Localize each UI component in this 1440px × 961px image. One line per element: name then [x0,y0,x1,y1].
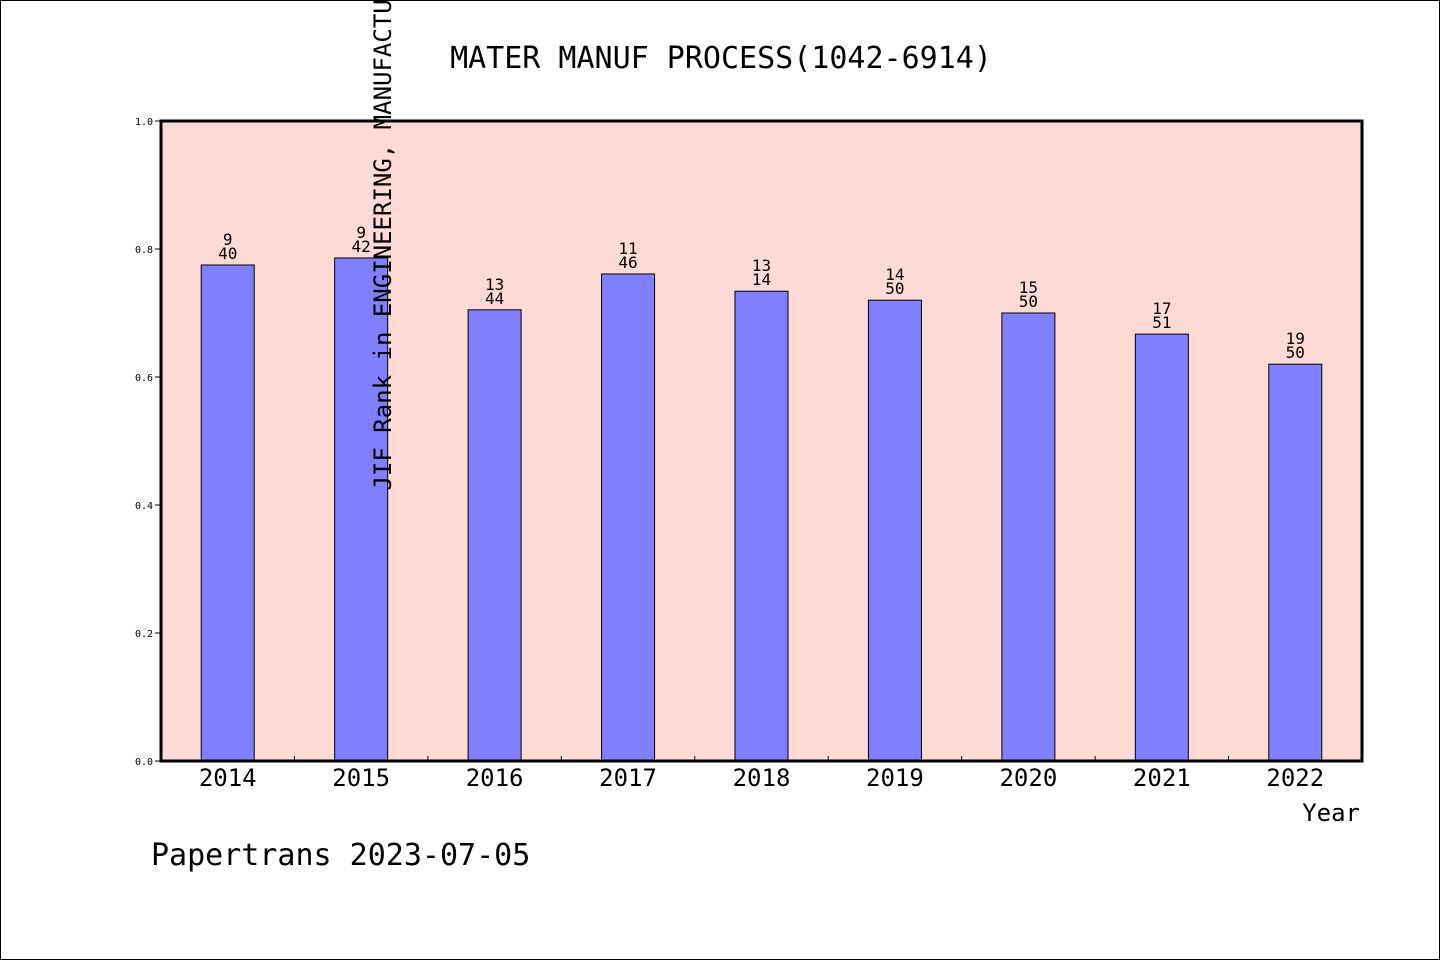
x-tick-label: 2014 [199,764,257,792]
bar-total-label: 50 [1019,292,1038,311]
bar-2019 [867,299,922,762]
x-axis-label: Year [1302,799,1360,827]
bar-rank-label: 19 [1286,329,1305,348]
y-tick-label: 0.4 [135,501,153,512]
bar-total-label: 40 [218,244,237,263]
bar-rank-label: 9 [356,223,366,242]
y-tick-label: 0.0 [135,757,153,768]
bar-rank-label: 14 [885,265,904,284]
chart-title: MATER MANUF PROCESS(1042-6914) [450,41,992,76]
y-axis: 0.0 0.2 0.4 0.6 0.8 1.0 [135,117,161,768]
bar-rank-label: 13 [752,256,771,275]
plot-border [159,119,1364,763]
bar-2017 [601,273,656,762]
bar-2022 [1268,363,1323,762]
x-tick-label: 2017 [599,764,657,792]
x-tick-label: 2018 [733,764,791,792]
x-tick-label: 2022 [1266,764,1324,792]
bar-2021 [1134,333,1189,762]
bar-2018 [734,290,789,762]
bar-rank-label: 17 [1152,299,1171,318]
y-axis-label: JIF Rank in ENGINEERING, MANUFACTURING [369,1,397,491]
bar-rank-label: 11 [618,239,637,258]
bar-2015 [334,257,389,762]
x-tick-label: 2015 [332,764,390,792]
bar-total-label: 46 [618,253,637,272]
bar-total-label: 44 [485,289,504,308]
footer-text: Papertrans 2023-07-05 [151,838,530,873]
x-tick-label: 2021 [1133,764,1191,792]
bar-rank-label: 9 [223,230,233,249]
bar-total-label: 51 [1152,313,1171,332]
bar-2016 [467,309,522,762]
bar-rank-label: 15 [1019,278,1038,297]
x-tick-label: 2019 [866,764,924,792]
bar-total-label: 50 [885,279,904,298]
y-tick-label: 0.8 [135,245,153,256]
x-tick-label: 2016 [466,764,524,792]
bar-total-label: 42 [352,237,371,256]
bar-2014 [200,264,255,762]
y-tick-label: 1.0 [135,117,153,128]
bar-rank-label: 13 [485,275,504,294]
bar-2020 [1001,312,1056,762]
x-tick-label: 2020 [999,764,1057,792]
x-axis: 2014 2015 2016 2017 2018 2019 2020 2021 2022 [199,756,1324,792]
y-tick-label: 0.2 [135,629,153,640]
bar-total-label: 14 [752,270,771,289]
bars-group [200,257,1323,762]
y-tick-label: 0.6 [135,373,153,384]
bar-total-label: 50 [1286,343,1305,362]
